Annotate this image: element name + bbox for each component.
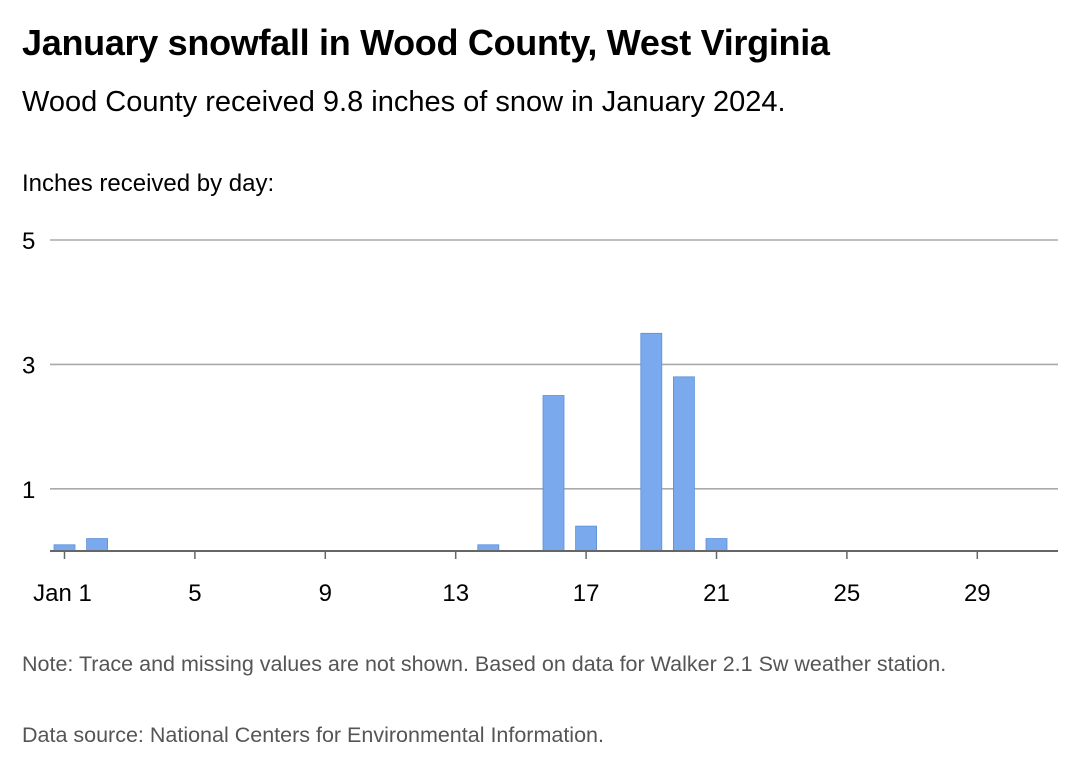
x-tick-label: Jan 1 bbox=[33, 580, 92, 607]
y-tick-label: 5 bbox=[22, 228, 35, 255]
x-tick-label: 21 bbox=[703, 580, 730, 607]
data-source: Data source: National Centers for Enviro… bbox=[22, 723, 604, 747]
x-tick-label: 5 bbox=[188, 580, 201, 607]
y-axis-caption: Inches received by day: bbox=[22, 170, 275, 197]
bar-jan-21 bbox=[705, 538, 728, 552]
chart-subtitle: Wood County received 9.8 inches of snow … bbox=[22, 86, 786, 118]
y-axis-tick-labels: 1 3 5 bbox=[22, 228, 35, 504]
bar-jan-19 bbox=[640, 332, 663, 552]
x-tick-label: 13 bbox=[442, 580, 469, 607]
snowfall-bar-chart: Jan 1 5 9 13 17 21 25 29 135 bbox=[22, 228, 1058, 607]
chart-title: January snowfall in Wood County, West Vi… bbox=[22, 22, 830, 63]
x-tick-label: 25 bbox=[834, 580, 861, 607]
x-tick-label: 17 bbox=[573, 580, 600, 607]
y-tick-label: 1 bbox=[22, 477, 35, 504]
bar-jan-16 bbox=[542, 395, 565, 552]
x-tick-label: 29 bbox=[964, 580, 991, 607]
bar-jan-20 bbox=[673, 376, 695, 552]
bars bbox=[53, 332, 728, 552]
bar-jan-17 bbox=[575, 525, 597, 552]
x-axis: Jan 1 5 9 13 17 21 25 29 bbox=[33, 550, 1058, 607]
x-tick-label: 9 bbox=[319, 580, 332, 607]
chart-note: Note: Trace and missing values are not s… bbox=[22, 652, 947, 676]
y-tick-label: 3 bbox=[22, 352, 35, 379]
bar-jan-2 bbox=[86, 538, 108, 552]
